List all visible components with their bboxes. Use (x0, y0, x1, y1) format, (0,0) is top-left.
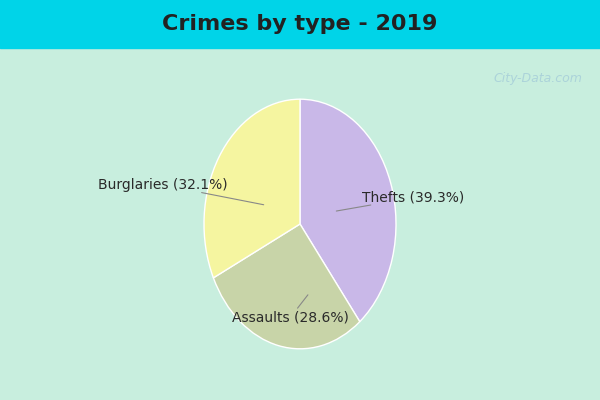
Text: Assaults (28.6%): Assaults (28.6%) (232, 295, 349, 324)
Wedge shape (214, 224, 360, 349)
Wedge shape (204, 99, 300, 278)
Wedge shape (300, 99, 396, 322)
Text: Burglaries (32.1%): Burglaries (32.1%) (98, 178, 263, 205)
Bar (0, 48, 600, 400)
Text: Thefts (39.3%): Thefts (39.3%) (337, 190, 464, 211)
Bar (0, 0, 600, 48)
Text: Crimes by type - 2019: Crimes by type - 2019 (163, 14, 437, 34)
Text: City-Data.com: City-Data.com (493, 72, 582, 85)
